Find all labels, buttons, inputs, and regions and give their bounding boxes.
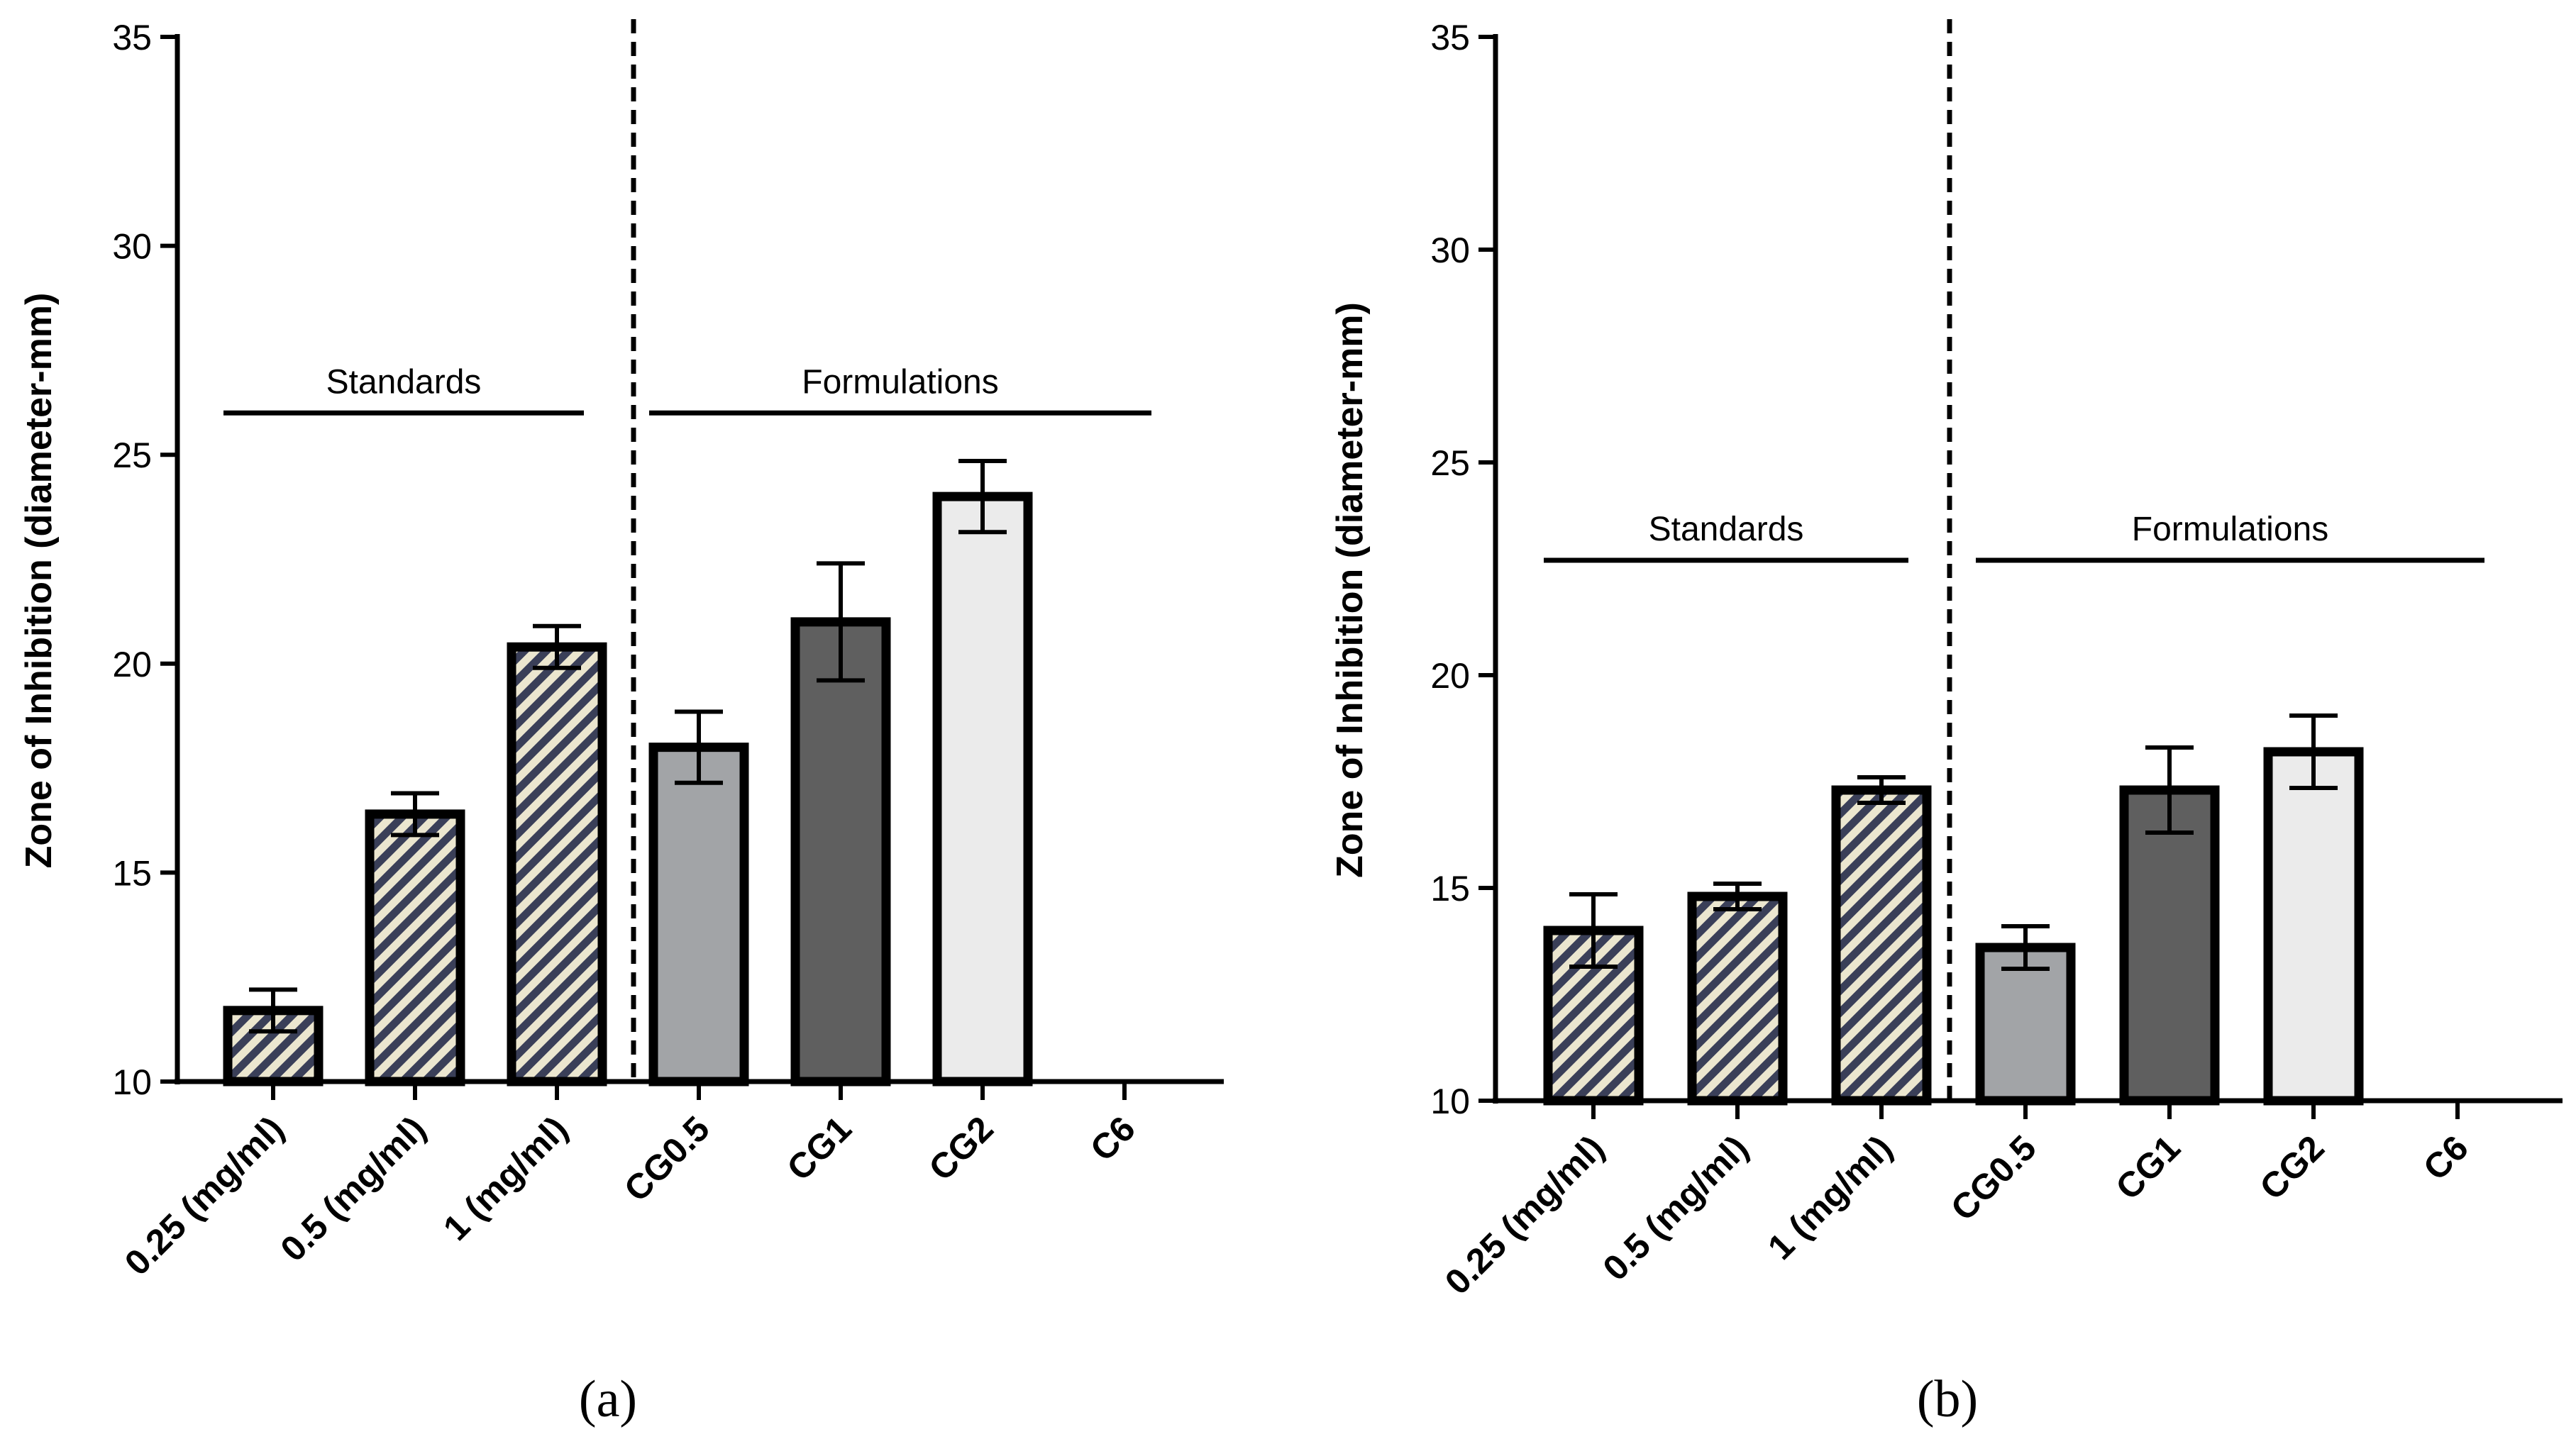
bar-a-1	[365, 809, 465, 1087]
y-tick-label-a-3: 25	[112, 435, 152, 475]
x-tick-label-a-6: C6	[1083, 1109, 1143, 1169]
x-tick-label-b-1: 0.5 (mg/ml)	[1596, 1128, 1756, 1288]
bar-b-2	[1831, 785, 1932, 1106]
chart-panel-a: 10 15 20 25 30 35 Zone of Inhibition (diameter…	[18, 18, 1224, 1283]
bar-a-4	[790, 617, 891, 1087]
y-tick-label-b-3: 25	[1430, 443, 1470, 483]
x-tick-label-a-4: CG1	[779, 1109, 858, 1188]
y-tick-label-b-1: 15	[1430, 869, 1470, 909]
y-tick-label-a-4: 30	[112, 227, 152, 267]
x-tick-label-a-3: CG0.5	[617, 1109, 717, 1209]
x-tick-label-a-0: 0.25 (mg/ml)	[117, 1109, 292, 1283]
y-tick-label-a-2: 20	[112, 645, 152, 684]
x-tick-label-b-0: 0.25 (mg/ml)	[1437, 1128, 1612, 1302]
y-tick-label-b-5: 35	[1430, 18, 1470, 57]
group-label-b-0: Standards	[1649, 511, 1804, 548]
x-tick-label-b-5: CG2	[2252, 1128, 2331, 1207]
bar-b-4	[2119, 785, 2220, 1106]
x-tick-label-b-2: 1 (mg/ml)	[1760, 1128, 1900, 1267]
group-label-a-0: Standards	[326, 363, 482, 401]
y-tick-label-a-5: 35	[112, 18, 152, 57]
x-tick-label-a-5: CG2	[921, 1109, 1000, 1188]
bar-a-5	[932, 491, 1033, 1087]
y-tick-label-b-4: 30	[1430, 230, 1470, 270]
x-tick-label-a-1: 0.5 (mg/ml)	[273, 1109, 433, 1269]
x-tick-label-b-6: C6	[2416, 1128, 2476, 1188]
x-tick-label-a-2: 1 (mg/ml)	[436, 1109, 575, 1248]
y-tick-label-b-0: 10	[1430, 1082, 1470, 1121]
y-tick-label-b-2: 20	[1430, 656, 1470, 696]
bar-b-1	[1687, 891, 1788, 1106]
group-label-b-1: Formulations	[2132, 511, 2328, 548]
bar-a-3	[648, 743, 749, 1087]
bar-a-2	[507, 642, 607, 1087]
x-tick-label-b-4: CG1	[2108, 1128, 2187, 1207]
y-axis-title-a: Zone of Inhibition (diameter-mm)	[18, 293, 60, 869]
y-axis-title-b: Zone of Inhibition (diameter-mm)	[1330, 302, 1371, 878]
chart-panel-b: 10 15 20 25 30 35 Zone of Inhibition (diameter…	[1330, 18, 2563, 1302]
bar-b-5	[2263, 747, 2364, 1106]
y-tick-label-a-1: 15	[112, 853, 152, 893]
x-tick-label-b-3: CG0.5	[1943, 1128, 2044, 1228]
group-label-a-1: Formulations	[802, 363, 998, 401]
panel-label-a: (a)	[579, 1370, 637, 1428]
panel-label-b: (b)	[1917, 1370, 1978, 1428]
y-tick-label-a-0: 10	[112, 1062, 152, 1102]
